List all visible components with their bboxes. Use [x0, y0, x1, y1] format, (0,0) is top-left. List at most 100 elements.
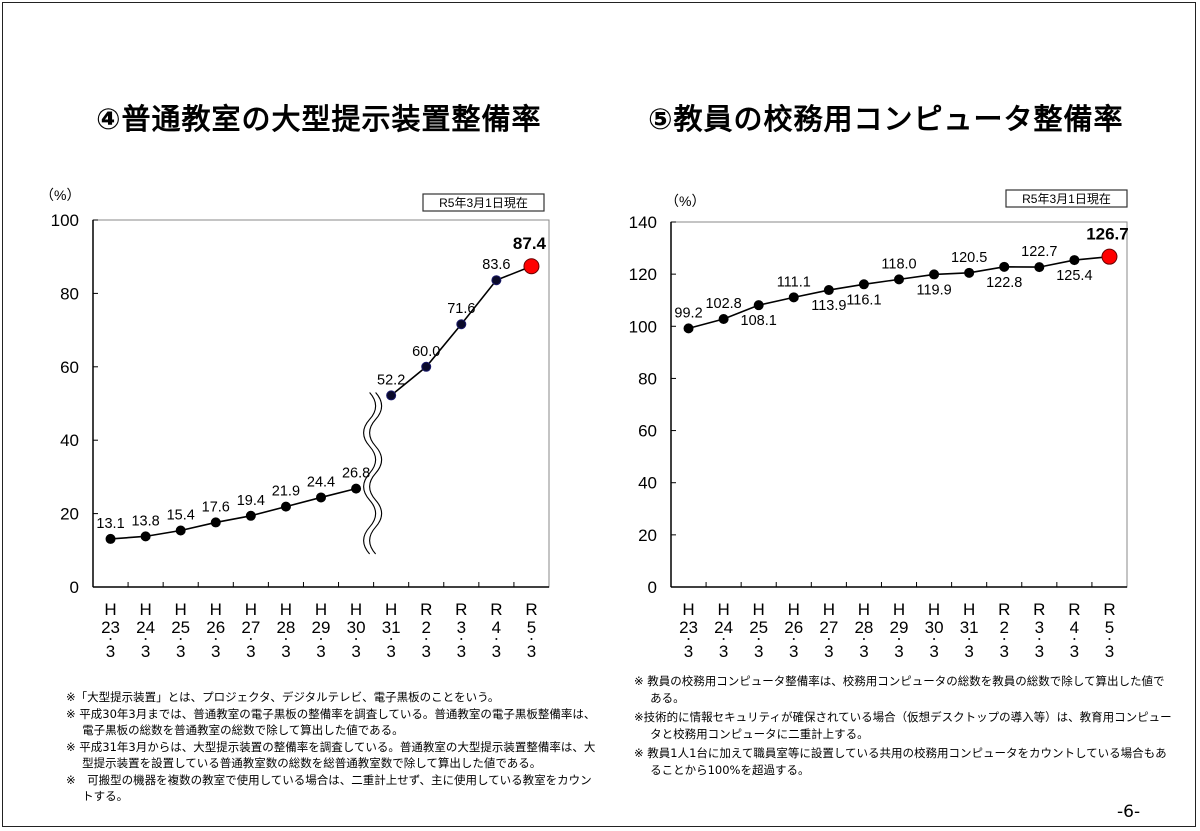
note: ※「大型提示装置」とは、プロジェクタ、デジタルテレビ、電子黒板のことをいう。: [66, 690, 500, 704]
x-tick-label-dot: [425, 638, 428, 640]
y-tick-label: 60: [60, 358, 79, 377]
y-tick-label: 40: [60, 431, 79, 450]
y-tick-label: 60: [638, 422, 657, 441]
data-label: 99.2: [674, 305, 702, 321]
x-tick-label-month: 3: [246, 642, 255, 661]
x-tick-label-era: H: [175, 600, 187, 619]
data-point-highlight: [1101, 248, 1118, 265]
chart-title-display-devices: ④普通教室の大型提示装置整備率: [96, 102, 542, 136]
x-tick-label-month: 3: [316, 642, 325, 661]
x-tick-label-year: 4: [492, 618, 501, 637]
data-point: [210, 517, 221, 528]
x-tick-label-year: 2: [421, 618, 430, 637]
data-label: 13.8: [131, 513, 159, 529]
x-tick-label-month: 3: [176, 642, 185, 661]
data-point: [351, 483, 362, 494]
x-tick-label-month: 3: [492, 642, 501, 661]
x-tick-label-era: H: [717, 600, 729, 619]
y-tick-label: 100: [629, 317, 657, 336]
x-tick-label-era: H: [858, 600, 870, 619]
x-tick-label-era: H: [928, 600, 940, 619]
data-label: 52.2: [377, 372, 405, 388]
as-of-label: R5年3月1日現在: [1022, 192, 1111, 206]
as-of-box: [422, 193, 545, 212]
y-tick-label: 120: [629, 265, 657, 284]
x-tick-label-era: H: [139, 600, 151, 619]
data-label: 19.4: [237, 493, 265, 509]
x-tick-label-dot: [933, 638, 936, 640]
data-point: [929, 269, 940, 280]
data-label: 120.5: [951, 250, 987, 266]
data-label: 113.9: [811, 298, 846, 314]
x-tick-label-dot: [722, 638, 725, 640]
x-tick-label-year: 31: [382, 618, 401, 637]
data-label: 71.6: [447, 301, 475, 317]
x-tick-label-era: R: [1103, 600, 1115, 619]
x-tick-label-year: 28: [854, 618, 873, 637]
data-point: [788, 292, 799, 303]
x-tick-label-year: 3: [1035, 618, 1044, 637]
x-tick-label-month: 3: [824, 642, 833, 661]
x-tick-label-era: H: [753, 600, 765, 619]
y-tick-label: 0: [70, 578, 79, 597]
x-tick-label-year: 24: [136, 618, 155, 637]
x-tick-label-dot: [495, 638, 498, 640]
x-tick-label-dot: [144, 638, 147, 640]
x-tick-label-year: 28: [276, 618, 295, 637]
note: ※ 教員1人1台に加えて職員室等に設置している共用の校務用コンピュータをカウント…: [634, 746, 1167, 777]
data-label: 111.1: [777, 274, 811, 290]
data-label: 108.1: [741, 313, 777, 329]
x-tick-label-era: R: [525, 600, 537, 619]
data-label: 13.1: [96, 516, 124, 532]
x-tick-label-era: H: [280, 600, 292, 619]
y-tick-label: 140: [629, 213, 657, 232]
note: ※ 可搬型の機器を複数の教室で使用している場合は、二重計上せず、主に使用している…: [66, 772, 592, 804]
x-tick-label-dot: [249, 638, 252, 640]
x-tick-label-month: 3: [789, 642, 798, 661]
data-point: [245, 510, 256, 521]
x-tick-label-year: 5: [527, 618, 536, 637]
data-point: [753, 300, 764, 311]
x-tick-label-dot: [898, 638, 900, 640]
data-point-highlight: [523, 258, 540, 275]
as-of-box: [1005, 189, 1128, 208]
data-point: [718, 313, 729, 324]
y-axis-unit: （%）: [40, 187, 80, 203]
x-tick-label-month: 3: [719, 642, 728, 661]
x-tick-label-month: 3: [929, 642, 938, 661]
x-tick-label-month: 3: [281, 642, 290, 661]
chart-title-teacher-computers: ⑤教員の校務用コンピュータ整備率: [648, 102, 1124, 136]
x-tick-label-year: 29: [890, 618, 909, 637]
x-tick-label-month: 3: [211, 642, 220, 661]
x-tick-label-month: 3: [457, 642, 466, 661]
data-label: 24.4: [307, 474, 335, 490]
x-tick-label-era: H: [682, 600, 694, 619]
series-line: [110, 487, 357, 540]
data-label: 126.7: [1086, 225, 1129, 244]
x-tick-label-month: 3: [106, 642, 115, 661]
x-tick-label-dot: [968, 638, 971, 640]
x-tick-label-month: 3: [421, 642, 430, 661]
x-tick-label-month: 3: [1035, 642, 1044, 661]
data-label: 122.7: [1021, 244, 1057, 260]
x-tick-label-era: H: [963, 600, 975, 619]
as-of-label: R5年3月1日現在: [439, 196, 528, 210]
note: ※ 平成30年3月までは、普通教室の電子黒板の整備率を調査している。普通教室の電…: [66, 706, 596, 738]
x-tick-label-era: H: [823, 600, 835, 619]
x-tick-label-year: 30: [347, 618, 366, 637]
data-point: [175, 525, 186, 536]
data-point: [386, 390, 397, 401]
data-point: [316, 492, 326, 503]
data-label: 118.0: [881, 256, 916, 272]
data-point: [999, 261, 1010, 272]
data-label: 21.9: [272, 484, 300, 500]
x-tick-label-dot: [284, 638, 287, 640]
data-label: 102.8: [705, 296, 741, 312]
x-tick-label-dot: [862, 638, 865, 640]
data-point: [683, 323, 694, 334]
x-tick-label-dot: [109, 638, 112, 640]
y-tick-label: 20: [60, 505, 79, 524]
x-tick-label-year: 27: [241, 618, 260, 637]
x-tick-label-dot: [214, 638, 217, 640]
y-tick-label: 80: [638, 369, 657, 388]
